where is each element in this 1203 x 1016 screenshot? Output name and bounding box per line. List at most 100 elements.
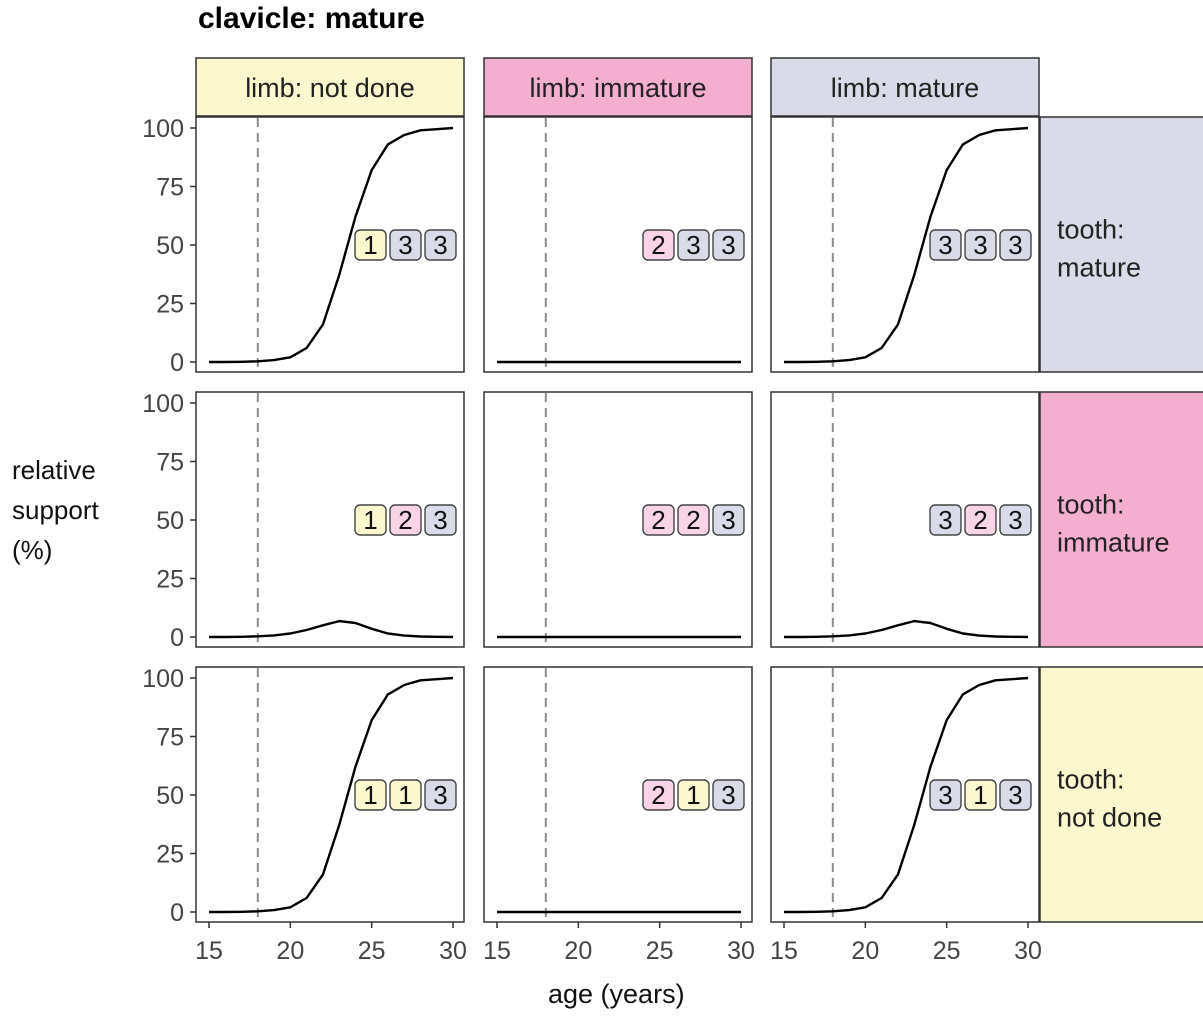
- y-tick-label: 100: [142, 390, 184, 418]
- y-tick-label: 0: [170, 899, 184, 927]
- y-tick-label: 100: [142, 665, 184, 693]
- score-badge-label: 2: [686, 505, 700, 535]
- panel-frame: [770, 391, 1040, 648]
- score-badge: [354, 229, 387, 261]
- panel-frame: [483, 116, 753, 373]
- y-tick-label: 0: [170, 349, 184, 377]
- score-badge-label: 3: [721, 505, 735, 535]
- y-tick-label: 75: [156, 174, 184, 202]
- score-badge: [677, 229, 710, 261]
- x-tick-label: 15: [483, 937, 511, 965]
- panel-frame: [195, 116, 465, 373]
- row-strip-label: immature: [1057, 528, 1170, 558]
- y-tick-label: 0: [170, 624, 184, 652]
- score-badge-label: 1: [686, 780, 700, 810]
- score-badge: [999, 504, 1032, 536]
- x-tick-label: 20: [564, 937, 592, 965]
- row-strip: [1039, 116, 1203, 373]
- score-badge-label: 1: [363, 230, 377, 260]
- score-badge-label: 3: [938, 505, 952, 535]
- support-curve: [209, 676, 454, 914]
- score-badge: [642, 504, 675, 536]
- x-tick-label: 15: [770, 937, 798, 965]
- score-badge: [712, 779, 745, 811]
- chart-title: clavicle: mature: [198, 2, 425, 35]
- column-strip: [770, 57, 1040, 117]
- score-badge-label: 1: [363, 780, 377, 810]
- x-tick-label: 30: [727, 937, 755, 965]
- score-badge: [354, 504, 387, 536]
- score-badge-label: 3: [938, 780, 952, 810]
- score-badge-label: 3: [433, 230, 447, 260]
- support-curve: [784, 619, 1029, 639]
- row-strip-label: tooth:: [1057, 215, 1125, 245]
- score-badge: [712, 229, 745, 261]
- score-badge-label: 3: [398, 230, 412, 260]
- row-strip-label: tooth:: [1057, 765, 1125, 795]
- score-badge-label: 2: [651, 230, 665, 260]
- x-tick-label: 25: [933, 937, 961, 965]
- x-tick-label: 30: [1014, 937, 1042, 965]
- score-badge: [424, 229, 457, 261]
- support-curve: [784, 126, 1029, 364]
- score-badge: [642, 779, 675, 811]
- y-tick-label: 100: [142, 115, 184, 143]
- score-badge: [677, 779, 710, 811]
- score-badge: [389, 504, 422, 536]
- score-badge-label: 1: [398, 780, 412, 810]
- y-tick-label: 50: [156, 782, 184, 810]
- score-badge: [389, 779, 422, 811]
- y-tick-label: 50: [156, 507, 184, 535]
- score-badge: [964, 504, 997, 536]
- row-strip-label: tooth:: [1057, 490, 1125, 520]
- score-badge-label: 3: [938, 230, 952, 260]
- score-badge-label: 3: [433, 780, 447, 810]
- x-tick-label: 25: [358, 937, 386, 965]
- row-strip: [1039, 666, 1203, 923]
- row-strip: [1039, 391, 1203, 648]
- score-badge: [712, 504, 745, 536]
- column-strip-label: limb: mature: [831, 73, 980, 103]
- row-strip-label: not done: [1057, 803, 1162, 833]
- score-badge: [929, 229, 962, 261]
- y-tick-label: 75: [156, 724, 184, 752]
- panel-frame: [770, 666, 1040, 923]
- support-curve: [209, 619, 454, 639]
- x-tick-label: 25: [646, 937, 674, 965]
- support-curve: [784, 676, 1029, 914]
- x-axis-label: age (years): [548, 979, 685, 1009]
- panel-frame: [483, 391, 753, 648]
- score-badge: [389, 229, 422, 261]
- score-badge-label: 3: [721, 780, 735, 810]
- score-badge-label: 3: [433, 505, 447, 535]
- row-strip-label: mature: [1057, 253, 1141, 283]
- x-tick-label: 15: [195, 937, 223, 965]
- score-badge-label: 2: [651, 505, 665, 535]
- score-badge: [642, 229, 675, 261]
- x-tick-label: 20: [276, 937, 304, 965]
- score-badge-label: 3: [973, 230, 987, 260]
- panel-frame: [195, 391, 465, 648]
- score-badge-label: 2: [973, 505, 987, 535]
- score-badge: [424, 504, 457, 536]
- score-badge: [999, 779, 1032, 811]
- y-tick-label: 25: [156, 841, 184, 869]
- y-tick-label: 25: [156, 566, 184, 594]
- column-strip: [483, 57, 753, 117]
- y-tick-label: 50: [156, 232, 184, 260]
- score-badge-label: 2: [651, 780, 665, 810]
- panel-frame: [770, 116, 1040, 373]
- y-tick-label: 25: [156, 291, 184, 319]
- score-badge-label: 1: [973, 780, 987, 810]
- y-axis-label: relative support (%): [12, 455, 99, 565]
- support-curve: [209, 126, 454, 364]
- x-tick-label: 30: [439, 937, 467, 965]
- score-badge-label: 2: [398, 505, 412, 535]
- column-strip-label: limb: not done: [245, 73, 415, 103]
- score-badge: [964, 779, 997, 811]
- y-tick-label: 75: [156, 449, 184, 477]
- score-badge-label: 3: [721, 230, 735, 260]
- score-badge: [929, 779, 962, 811]
- column-strip-label: limb: immature: [529, 73, 706, 103]
